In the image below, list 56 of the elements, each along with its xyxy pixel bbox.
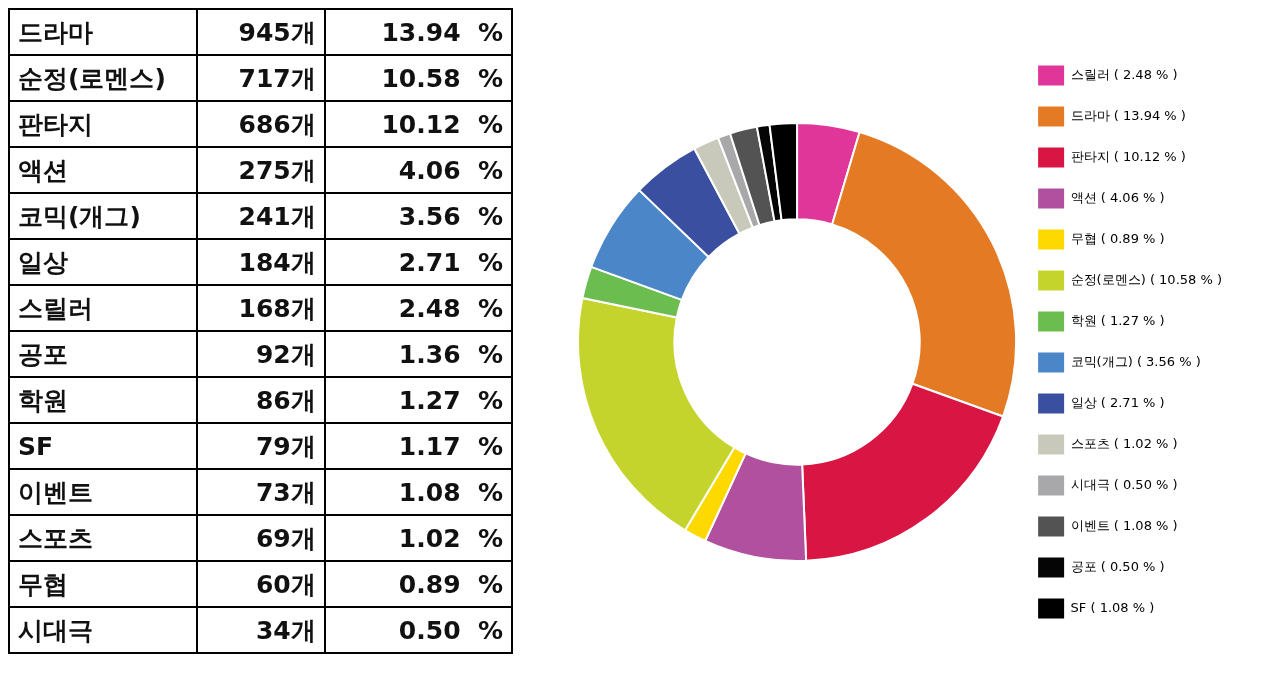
data-label: 60개 bbox=[197, 561, 325, 607]
category-label: 드라마 bbox=[9, 9, 197, 55]
data-label: 2.48 % bbox=[324, 285, 512, 331]
data-label: 13.94 % bbox=[324, 9, 512, 55]
legend-label: 공포 ( 0.50 % ) bbox=[1070, 558, 1165, 574]
legend-label: 시대극 ( 0.50 % ) bbox=[1070, 476, 1178, 492]
data-label: 34개 bbox=[197, 607, 325, 653]
legend-label: 판타지 ( 10.12 % ) bbox=[1070, 148, 1186, 164]
data-label: 86개 bbox=[197, 377, 325, 423]
legend-label: 일상 ( 2.71 % ) bbox=[1070, 394, 1165, 410]
category-label: 이벤트 bbox=[9, 469, 197, 515]
data-label: 92개 bbox=[197, 331, 325, 377]
category-label: 순정(로멘스) bbox=[9, 55, 197, 101]
data-label: 686개 bbox=[197, 101, 325, 147]
data-label: 184개 bbox=[197, 239, 325, 285]
data-label: 1.27 % bbox=[324, 377, 512, 423]
category-label: 공포 bbox=[9, 331, 197, 377]
category-label: 일상 bbox=[9, 239, 197, 285]
data-label: 1.02 % bbox=[324, 515, 512, 561]
category-label: 스포츠 bbox=[9, 515, 197, 561]
category-label: 시대극 bbox=[9, 607, 197, 653]
data-label: 0.50 % bbox=[324, 607, 512, 653]
legend-label: 코믹(개그) ( 3.56 % ) bbox=[1070, 353, 1201, 369]
data-label: 717개 bbox=[197, 55, 325, 101]
data-label: 69개 bbox=[197, 515, 325, 561]
legend-label: 학원 ( 1.27 % ) bbox=[1070, 312, 1165, 328]
legend-label: 스포츠 ( 1.02 % ) bbox=[1070, 435, 1178, 451]
legend-label: 드라마 ( 13.94 % ) bbox=[1070, 107, 1186, 123]
category-label: 스릴러 bbox=[9, 285, 197, 331]
legend-label: 액션 ( 4.06 % ) bbox=[1070, 189, 1165, 205]
data-label: 241개 bbox=[197, 193, 325, 239]
data-label: 168개 bbox=[197, 285, 325, 331]
legend-label: 이벤트 ( 1.08 % ) bbox=[1070, 517, 1178, 533]
data-label: 73개 bbox=[197, 469, 325, 515]
legend-label: SF ( 1.08 % ) bbox=[1070, 599, 1155, 615]
data-label: 79개 bbox=[197, 423, 325, 469]
data-label: 2.71 % bbox=[324, 239, 512, 285]
data-label: 3.56 % bbox=[324, 193, 512, 239]
category-label: SF bbox=[9, 423, 197, 469]
category-label: 코믹(개그) bbox=[9, 193, 197, 239]
category-label: 액션 bbox=[9, 147, 197, 193]
data-label: 1.36 % bbox=[324, 331, 512, 377]
data-label: 945개 bbox=[197, 9, 325, 55]
data-label: 0.89 % bbox=[324, 561, 512, 607]
category-label: 학원 bbox=[9, 377, 197, 423]
legend-label: 스릴러 ( 2.48 % ) bbox=[1070, 66, 1178, 82]
legend-label: 순정(로멘스) ( 10.58 % ) bbox=[1070, 271, 1223, 287]
legend-label: 무협 ( 0.89 % ) bbox=[1070, 230, 1165, 246]
data-label: 10.58 % bbox=[324, 55, 512, 101]
data-label: 275개 bbox=[197, 147, 325, 193]
category-label: 무협 bbox=[9, 561, 197, 607]
category-label: 판타지 bbox=[9, 101, 197, 147]
data-label: 4.06 % bbox=[324, 147, 512, 193]
data-label: 1.17 % bbox=[324, 423, 512, 469]
data-label: 1.08 % bbox=[324, 469, 512, 515]
data-label: 10.12 % bbox=[324, 101, 512, 147]
